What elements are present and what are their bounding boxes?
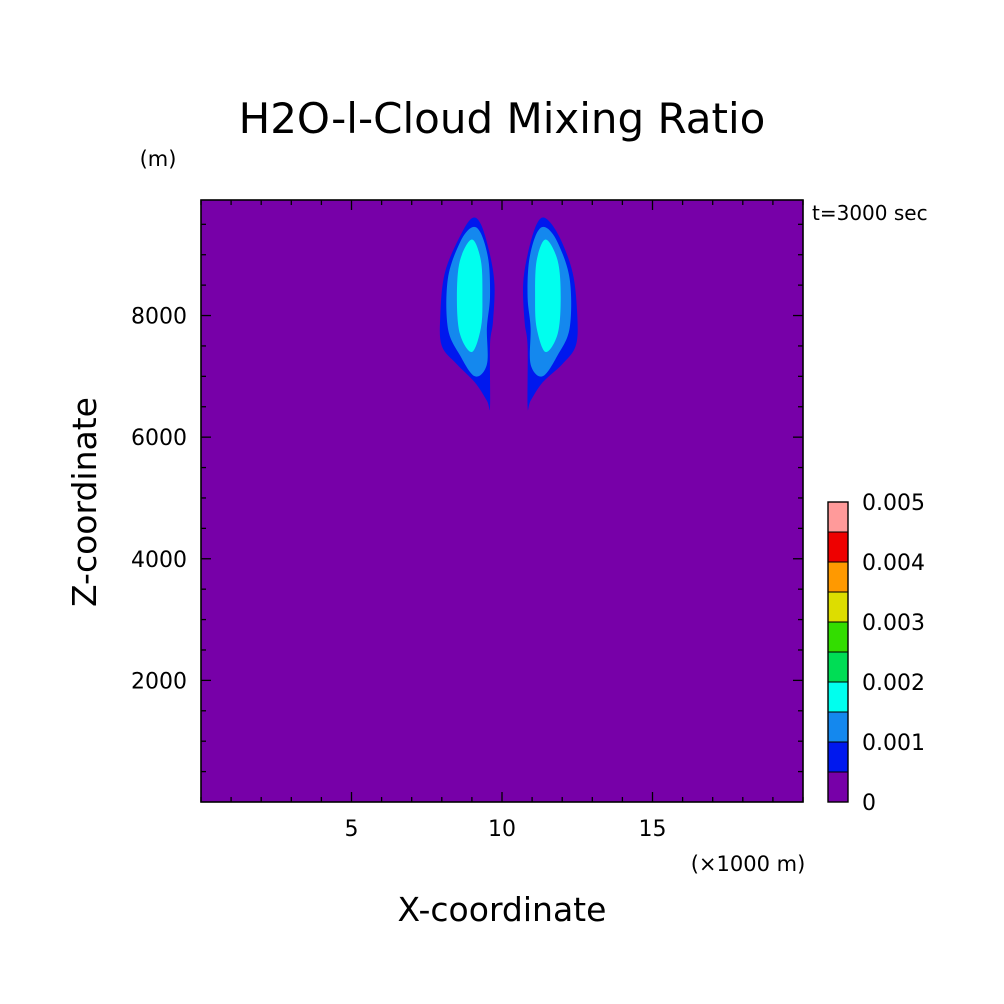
- colorbar-swatch: [827, 531, 849, 563]
- colorbar-swatch: [827, 621, 849, 653]
- colorbar-swatch: [827, 741, 849, 773]
- colorbar-swatch: [827, 711, 849, 743]
- x-axis-label: X-coordinate: [398, 890, 607, 929]
- y-tick-label: 8000: [131, 305, 187, 330]
- colorbar-tick-label: 0.004: [862, 551, 925, 576]
- chart-title: H2O-l-Cloud Mixing Ratio: [239, 94, 766, 143]
- x-unit-label: (×1000 m): [691, 852, 806, 876]
- field-background: [201, 200, 803, 802]
- colorbar-swatch: [827, 561, 849, 593]
- colorbar-swatch: [827, 591, 849, 623]
- y-tick-label: 6000: [131, 426, 187, 451]
- colorbar-swatch: [827, 501, 849, 533]
- colorbar-tick-label: 0.005: [862, 491, 925, 516]
- plot-area: 5 10 15 2000 4000 6000 8000: [131, 199, 804, 842]
- y-tick-label: 2000: [131, 669, 187, 694]
- y-axis-label: Z-coordinate: [65, 397, 104, 607]
- colorbar-tick-label: 0.002: [862, 671, 925, 696]
- x-tick-label: 10: [488, 817, 516, 842]
- colorbar-frame: [827, 501, 849, 803]
- time-label: t=3000 sec: [812, 201, 928, 225]
- colorbar-swatch: [827, 771, 849, 803]
- cloud-contour-right-0.0015: [535, 239, 561, 353]
- y-tick-label: 4000: [131, 548, 187, 573]
- x-tick-label: 5: [345, 817, 359, 842]
- colorbar-swatch: [827, 651, 849, 683]
- colorbar-tick-label: 0.003: [862, 611, 925, 636]
- y-unit-label: (m): [140, 147, 177, 171]
- colorbar-swatch: [827, 681, 849, 713]
- colorbar-tick-label: 0: [862, 791, 876, 816]
- colorbar: 0 0.001 0.002 0.003 0.004 0.005: [827, 491, 925, 816]
- x-tick-label: 15: [639, 817, 667, 842]
- colorbar-tick-label: 0.001: [862, 731, 925, 756]
- cloud-contour-left-0.0015: [456, 239, 483, 353]
